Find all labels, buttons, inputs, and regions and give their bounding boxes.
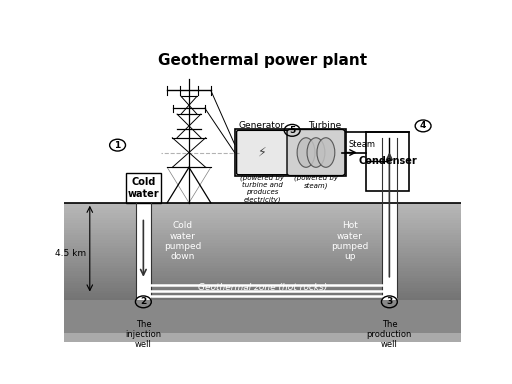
Bar [64,296,461,298]
Bar [64,238,461,240]
Text: The
injection
well: The injection well [125,319,161,349]
Bar [64,250,461,253]
Text: Hot
water
pumped
up: Hot water pumped up [331,221,368,262]
Ellipse shape [317,138,335,167]
Text: Generator: Generator [239,121,285,130]
Bar [64,291,461,293]
Bar [64,233,461,235]
Bar [64,46,116,203]
Bar [64,223,461,225]
Bar [64,300,461,342]
Text: Cold
water
pumped
down: Cold water pumped down [164,221,202,262]
Bar [64,261,461,263]
Bar [64,235,461,238]
Ellipse shape [297,138,315,167]
FancyBboxPatch shape [237,130,288,175]
Text: Cold
water: Cold water [127,177,159,199]
Bar [366,132,409,191]
Bar [64,283,461,286]
Bar [64,266,461,268]
Bar [234,129,346,176]
Bar [64,208,461,210]
Text: Steam: Steam [349,140,376,149]
Bar [64,333,461,342]
Text: 4.5 km: 4.5 km [55,248,86,258]
Bar [64,301,461,303]
Bar [413,46,461,203]
Bar [64,288,461,291]
Bar [64,281,461,283]
Bar [64,286,461,288]
Ellipse shape [307,138,325,167]
Bar [382,135,396,300]
Bar [64,210,461,213]
Bar [64,276,461,278]
Text: (powered by
turbine and
produces
electricity): (powered by turbine and produces electri… [241,175,284,203]
Bar [64,271,461,273]
Bar [64,243,461,245]
Bar [64,225,461,228]
Text: ⚡: ⚡ [258,146,267,159]
Bar [64,213,461,215]
Text: Turbine: Turbine [309,121,342,130]
Text: 1: 1 [115,141,121,150]
Text: 3: 3 [386,297,393,306]
Text: (powered by
steam): (powered by steam) [294,175,338,189]
Text: Geothermal zone (hot rocks): Geothermal zone (hot rocks) [198,283,327,293]
Bar [64,273,461,276]
Bar [64,245,461,248]
Bar [64,278,461,281]
Text: The
production
well: The production well [367,319,412,349]
Bar [125,173,161,203]
Bar [64,298,461,301]
Bar [64,220,461,223]
Bar [64,293,461,296]
Bar [64,240,461,243]
FancyBboxPatch shape [287,129,345,175]
Bar [64,205,461,208]
Text: 4: 4 [420,121,426,131]
Bar [136,203,151,300]
Bar [64,256,461,258]
Text: Geothermal power plant: Geothermal power plant [158,53,367,68]
Bar [64,248,461,250]
Text: 5: 5 [289,126,295,135]
Text: Condenser: Condenser [358,156,417,166]
Bar [64,215,461,218]
Bar [64,258,461,261]
Bar [64,263,461,266]
Bar [64,228,461,230]
Bar [64,268,461,271]
Text: 2: 2 [140,297,146,306]
Bar [64,253,461,256]
Bar [64,203,461,205]
Bar [64,230,461,233]
Bar [64,218,461,220]
